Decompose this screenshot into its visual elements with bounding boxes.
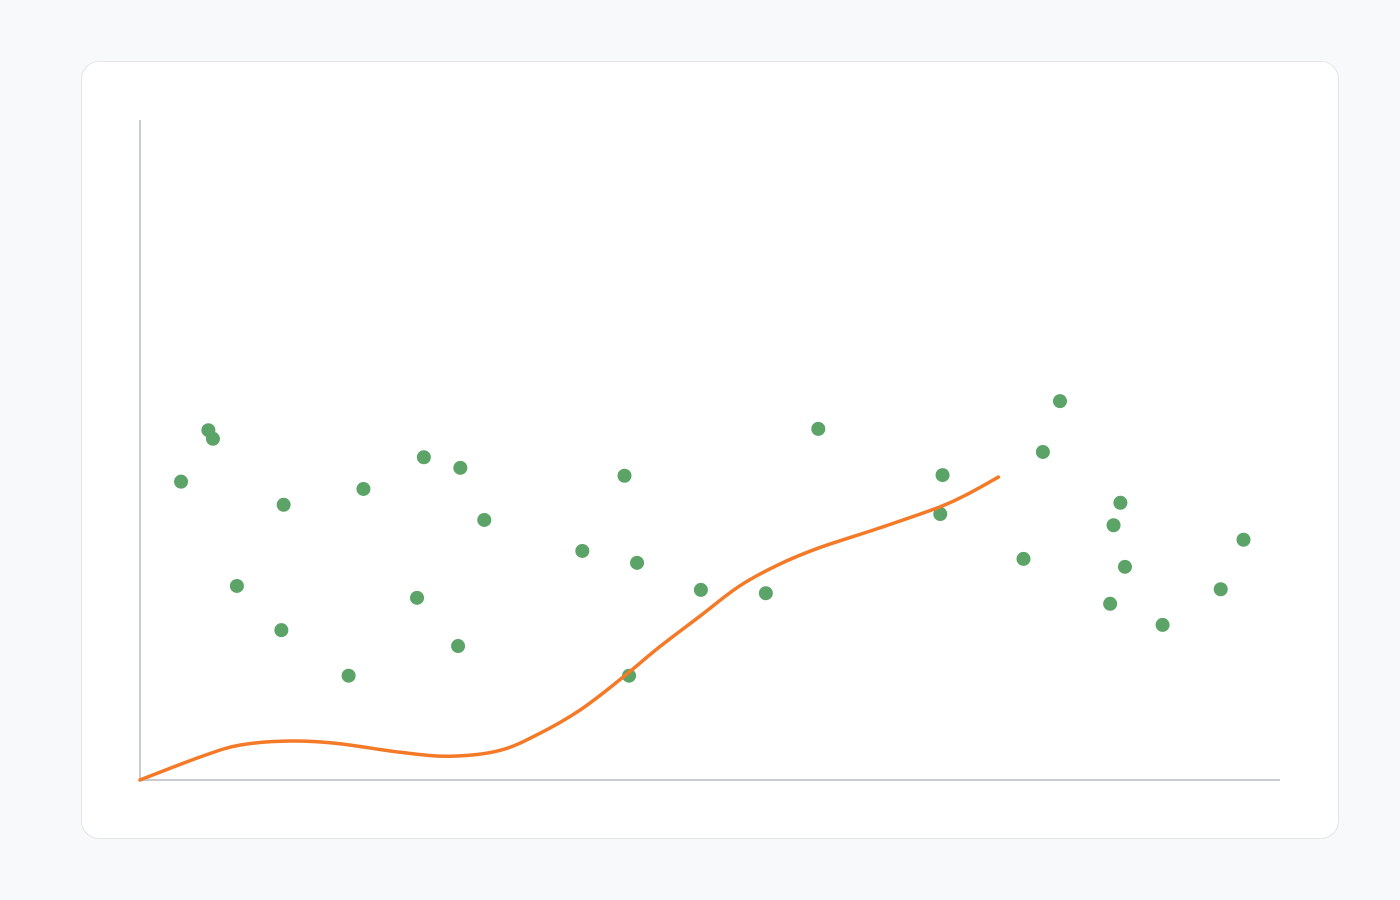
data-point-22 bbox=[1016, 551, 1031, 566]
data-point-10 bbox=[451, 639, 466, 654]
data-point-27 bbox=[1117, 559, 1132, 574]
data-point-23 bbox=[1035, 444, 1050, 459]
data-point-19 bbox=[811, 421, 826, 436]
data-point-7 bbox=[356, 481, 371, 496]
chart-card bbox=[81, 61, 1339, 839]
data-point-5 bbox=[274, 623, 289, 638]
data-point-2 bbox=[205, 431, 220, 446]
data-point-24 bbox=[1052, 394, 1067, 409]
data-point-6 bbox=[341, 668, 356, 683]
trend-line bbox=[138, 475, 1001, 782]
data-point-26 bbox=[1106, 518, 1121, 533]
data-point-13 bbox=[575, 543, 590, 558]
data-point-20 bbox=[935, 468, 950, 483]
data-point-15 bbox=[630, 555, 645, 570]
data-point-12 bbox=[477, 512, 492, 527]
data-point-8 bbox=[410, 590, 425, 605]
data-point-29 bbox=[1155, 617, 1170, 632]
data-point-14 bbox=[617, 468, 632, 483]
data-point-31 bbox=[1236, 532, 1251, 547]
data-point-0 bbox=[174, 474, 189, 489]
data-point-28 bbox=[1103, 596, 1118, 611]
data-point-16 bbox=[622, 668, 637, 683]
data-point-18 bbox=[758, 586, 773, 601]
data-point-21 bbox=[933, 507, 948, 522]
data-point-25 bbox=[1113, 495, 1128, 510]
data-point-3 bbox=[229, 578, 244, 593]
data-point-9 bbox=[416, 450, 431, 465]
data-point-4 bbox=[276, 497, 291, 512]
data-point-30 bbox=[1213, 582, 1228, 597]
data-point-17 bbox=[693, 582, 708, 597]
data-point-11 bbox=[453, 460, 468, 475]
